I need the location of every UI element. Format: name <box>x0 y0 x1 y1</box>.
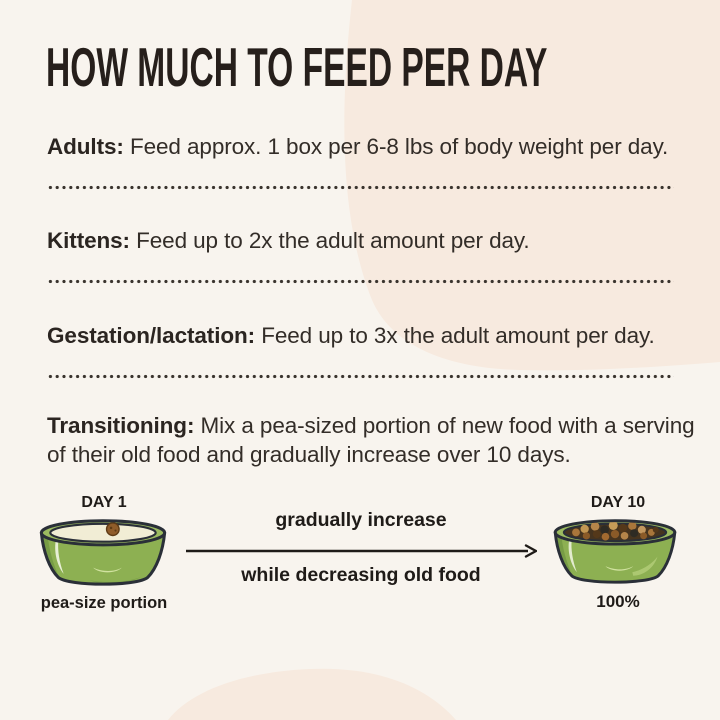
adults-text: Feed approx. 1 box per 6-8 lbs of body w… <box>129 134 669 159</box>
gestation-label: Gestation/lactation: <box>47 323 256 348</box>
gestation-row: Gestation/lactation: Feed up to 3x the a… <box>47 321 655 350</box>
transitioning-text: Mix a pea-sized portion of new food with… <box>47 413 695 467</box>
day1-label: DAY 1 <box>81 494 127 511</box>
pea-size-kibble <box>105 522 120 537</box>
day10-caption: 100% <box>596 592 640 611</box>
transitioning-row: Transitioning: Mix a pea-sized portion o… <box>47 411 695 469</box>
kittens-text: Feed up to 2x the adult amount per day. <box>136 228 530 253</box>
dotted-divider <box>47 185 674 190</box>
bowl-full-of-food-icon <box>553 519 677 584</box>
adults-label: Adults: <box>47 134 124 159</box>
kibble-pile <box>572 520 659 541</box>
kittens-label: Kittens: <box>47 228 130 253</box>
arrow-label-above: gradually increase <box>275 509 447 531</box>
right-arrow-icon <box>186 544 537 558</box>
dotted-divider <box>47 374 674 379</box>
day10-label: DAY 10 <box>590 494 646 511</box>
arrow-label-below: while decreasing old food <box>241 564 481 586</box>
adults-row: Adults: Feed approx. 1 box per 6-8 lbs o… <box>47 132 668 161</box>
bottom-center-blob <box>168 668 456 720</box>
day1-caption: pea-size portion <box>40 594 168 612</box>
page-title: HOW MUCH TO FEED PER DAY <box>46 36 548 98</box>
dotted-divider <box>47 279 674 284</box>
gestation-text: Feed up to 3x the adult amount per day. <box>261 323 655 348</box>
transitioning-label: Transitioning: <box>47 413 195 438</box>
kittens-row: Kittens: Feed up to 2x the adult amount … <box>47 226 530 255</box>
bowl-with-pea-size-portion-icon <box>39 519 167 586</box>
